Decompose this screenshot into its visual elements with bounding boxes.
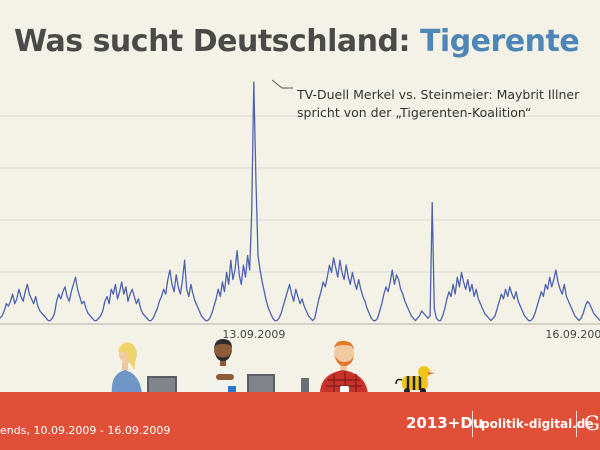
brand-2013-logo: 2013+Du (406, 414, 484, 432)
source-text: ends, 10.09.2009 - 16.09.2009 (0, 424, 171, 437)
x-tick-label: 13.09.2009 (222, 328, 285, 340)
search-trend-chart: 13.09.2009 16.09.2009 TV-Duell Merkel vs.… (0, 79, 600, 340)
title-highlight: Tigerente (419, 24, 580, 59)
x-tick-label: 16.09.2009 (545, 328, 600, 340)
annotation-leader (271, 79, 293, 89)
brand-g-logo: G (584, 411, 600, 435)
person-bearded-illustration (207, 339, 275, 394)
footer-bar (0, 392, 600, 450)
annotation-line2: spricht von der „Tigerenten-Koalition“ (297, 105, 531, 120)
brand-separator (576, 411, 577, 437)
series-line (0, 81, 600, 322)
brand-politik-digital: politik-digital.de (481, 417, 594, 431)
illustration-people (111, 339, 435, 394)
person-blonde-illustration (111, 342, 177, 394)
tiger-duck-toy-illustration (395, 366, 435, 394)
person-ginger-illustration (301, 340, 368, 394)
brand-separator (472, 411, 473, 437)
gridlines (0, 115, 600, 273)
page-title: Was sucht Deutschland: Tigerente (14, 24, 580, 59)
peak-annotation: TV-Duell Merkel vs. Steinmeier: Maybrit … (271, 79, 580, 120)
title-main: Was sucht Deutschland: (14, 24, 420, 59)
annotation-line1: TV-Duell Merkel vs. Steinmeier: Maybrit … (296, 87, 580, 102)
x-axis: 13.09.2009 16.09.2009 (0, 323, 600, 340)
